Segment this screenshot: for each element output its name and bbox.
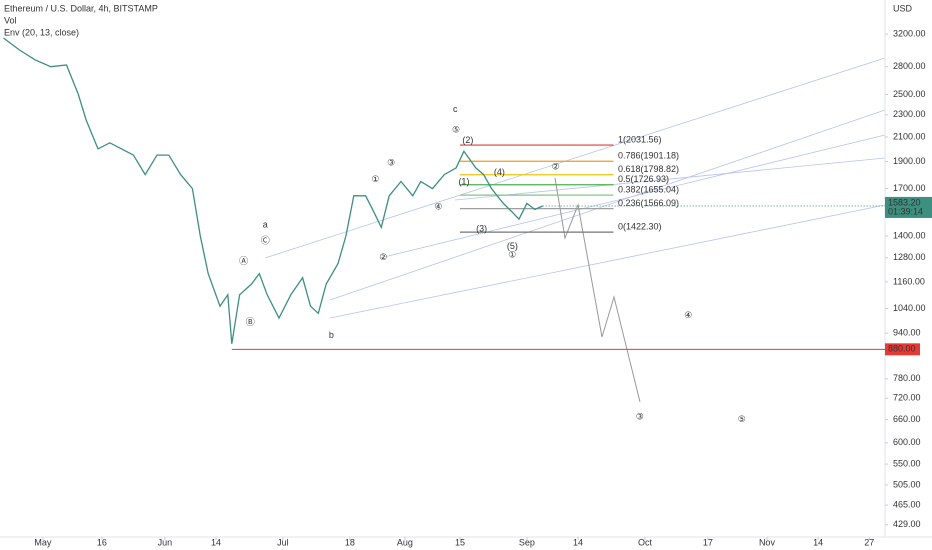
y-tick-label: 2300.00	[893, 109, 926, 119]
support-tag-label: 880.00	[888, 344, 916, 354]
y-tick-label: 1280.00	[893, 252, 926, 262]
x-tick-label: 16	[97, 537, 107, 547]
fib-label: 0.236(1566.09)	[618, 198, 679, 208]
x-tick-label: 14	[211, 537, 221, 547]
y-axis-label: USD	[893, 3, 913, 13]
wave-label: (5)	[507, 241, 518, 251]
wave-label: c	[453, 104, 458, 114]
projection-path	[554, 177, 641, 403]
x-tick-label: Oct	[638, 537, 653, 547]
y-tick-label: 2800.00	[893, 61, 926, 71]
x-tick-label: 27	[864, 537, 874, 547]
wave-label: ②	[552, 162, 560, 172]
wave-label: ⑤	[452, 124, 460, 134]
y-tick-label: 3200.00	[893, 28, 926, 38]
wave-label: Ⓒ	[261, 236, 270, 246]
y-tick-label: 429.00	[893, 519, 921, 529]
y-tick-label: 660.00	[893, 414, 921, 424]
fib-label: 1(2031.56)	[618, 134, 662, 144]
x-tick-label: Jul	[277, 537, 289, 547]
y-tick-label: 1700.00	[893, 183, 926, 193]
y-tick-label: 600.00	[893, 437, 921, 447]
wave-label: ④	[684, 310, 692, 320]
x-tick-label: 15	[455, 537, 465, 547]
wave-label: ④	[434, 202, 442, 212]
channel-line	[264, 57, 886, 259]
wave-label: Ⓑ	[246, 317, 255, 327]
y-tick-label: 1400.00	[893, 230, 926, 240]
x-tick-label: 14	[813, 537, 823, 547]
last-price-label: 1583.20	[888, 197, 921, 207]
x-tick-label: Jun	[158, 537, 173, 547]
x-tick-label: 17	[703, 537, 713, 547]
chart-title: Ethereum / U.S. Dollar, 4h, BITSTAMP	[4, 3, 158, 13]
fib-label: 0.382(1655.04)	[618, 184, 679, 194]
channel-line	[454, 157, 886, 201]
wave-label: (1)	[458, 177, 469, 187]
wave-label: (2)	[462, 135, 473, 145]
support-tag	[885, 343, 920, 356]
y-tick-label: 720.00	[893, 393, 921, 403]
wave-label: ③	[636, 412, 644, 422]
y-tick-label: 940.00	[893, 328, 921, 338]
fib-label: 0.5(1726.93)	[618, 174, 669, 184]
wave-label: Ⓐ	[239, 256, 248, 266]
wave-label: ①	[508, 249, 516, 259]
y-tick-label: 1160.00	[893, 276, 925, 286]
wave-label: ②	[379, 252, 387, 262]
wave-label: a	[263, 219, 268, 229]
y-tick-label: 780.00	[893, 373, 921, 383]
x-tick-label: Nov	[759, 537, 776, 547]
indicator-label: Vol	[4, 15, 17, 25]
wave-label: b	[329, 330, 334, 340]
y-tick-label: 1040.00	[893, 303, 926, 313]
channel-lines	[264, 57, 886, 319]
fib-label: 0.786(1901.18)	[618, 151, 679, 161]
y-tick-label: 2100.00	[893, 131, 926, 141]
fib-label: 0.618(1798.82)	[618, 164, 679, 174]
channel-line	[329, 109, 886, 301]
y-tick-label: 550.00	[893, 458, 921, 468]
countdown-label: 01:39:14	[888, 206, 923, 216]
y-tick-label: 505.00	[893, 479, 921, 489]
y-tick-label: 2500.00	[893, 89, 926, 99]
indicator-label: Env (20, 13, close)	[4, 27, 79, 37]
x-tick-label: Aug	[397, 537, 413, 547]
wave-label: (3)	[476, 223, 487, 233]
wave-label: ③	[387, 158, 395, 168]
wave-label: ⑤	[738, 414, 746, 424]
fib-label: 0(1422.30)	[618, 221, 662, 231]
channel-line	[379, 134, 886, 259]
x-tick-label: 14	[573, 537, 583, 547]
last-price-tag	[885, 196, 932, 218]
x-tick-label: May	[34, 537, 52, 547]
y-tick-label: 465.00	[893, 499, 921, 509]
x-tick-label: Sep	[519, 537, 535, 547]
wave-label: ①	[371, 174, 379, 184]
channel-line	[329, 204, 886, 319]
y-tick-label: 1900.00	[893, 156, 926, 166]
price-line	[3, 37, 543, 344]
wave-label: (4)	[494, 167, 505, 177]
x-tick-label: 18	[345, 537, 355, 547]
